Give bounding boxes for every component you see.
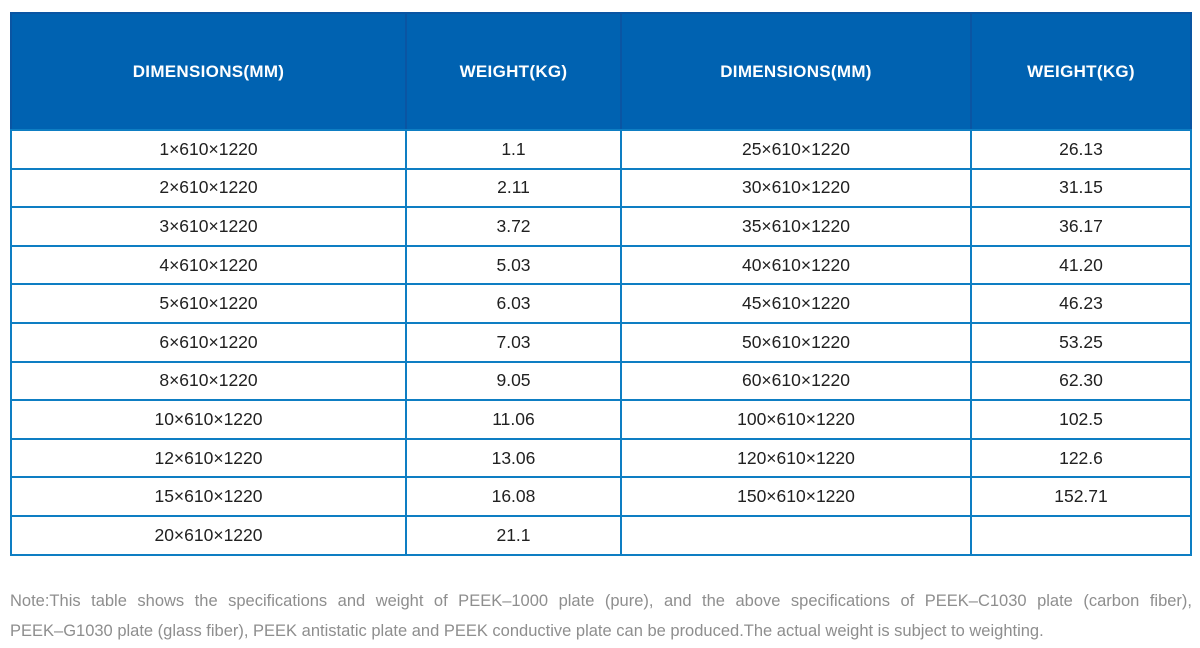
dimensions-cell: 6×610×1220: [10, 321, 407, 363]
weight-cell: 122.6: [970, 437, 1192, 479]
dimensions-cell: 150×610×1220: [620, 476, 972, 517]
weight-cell: [970, 514, 1192, 556]
dimensions-cell: 100×610×1220: [620, 399, 972, 440]
table-row: 1×610×1220 1.1 25×610×1220 26.13: [10, 129, 1192, 170]
dimensions-cell: 120×610×1220: [620, 437, 972, 479]
table-header: DIMENSIONS(MM) WEIGHT(KG) DIMENSIONS(MM)…: [10, 12, 1192, 131]
dimensions-cell: 10×610×1220: [10, 399, 407, 440]
weight-cell: 26.13: [970, 129, 1192, 170]
weight-cell: 152.71: [970, 476, 1192, 517]
column-header-weight-left: WEIGHT(KG): [405, 12, 622, 131]
dimensions-cell: 5×610×1220: [10, 283, 407, 324]
table-row: 5×610×1220 6.03 45×610×1220 46.23: [10, 283, 1192, 324]
table-row: 2×610×1220 2.11 30×610×1220 31.15: [10, 167, 1192, 209]
table-row: 12×610×1220 13.06 120×610×1220 122.6: [10, 437, 1192, 479]
weight-cell: 13.06: [405, 437, 622, 479]
dimensions-cell: 60×610×1220: [620, 360, 972, 402]
weight-cell: 7.03: [405, 321, 622, 363]
table-row: 3×610×1220 3.72 35×610×1220 36.17: [10, 206, 1192, 247]
dimensions-cell: 25×610×1220: [620, 129, 972, 170]
spec-weight-table: DIMENSIONS(MM) WEIGHT(KG) DIMENSIONS(MM)…: [10, 12, 1192, 556]
weight-cell: 9.05: [405, 360, 622, 402]
weight-cell: 16.08: [405, 476, 622, 517]
weight-cell: 11.06: [405, 399, 622, 440]
weight-cell: 36.17: [970, 206, 1192, 247]
header-row: DIMENSIONS(MM) WEIGHT(KG) DIMENSIONS(MM)…: [10, 12, 1192, 131]
column-header-weight-right: WEIGHT(KG): [970, 12, 1192, 131]
weight-cell: 5.03: [405, 244, 622, 286]
table-body: 1×610×1220 1.1 25×610×1220 26.13 2×610×1220 2…: [10, 129, 1192, 556]
table-note: Note:This table shows the specifications…: [10, 586, 1192, 646]
note-line-1: Note:This table shows the specifications…: [10, 592, 1192, 610]
table-row: 6×610×1220 7.03 50×610×1220 53.25: [10, 321, 1192, 363]
weight-cell: 41.20: [970, 244, 1192, 286]
weight-cell: 62.30: [970, 360, 1192, 402]
dimensions-cell: [620, 514, 972, 556]
weight-cell: 31.15: [970, 167, 1192, 209]
dimensions-cell: 35×610×1220: [620, 206, 972, 247]
note-line-2: PEEK–G1030 plate (glass fiber), PEEK ant…: [10, 622, 1044, 640]
dimensions-cell: 12×610×1220: [10, 437, 407, 479]
table-row: 4×610×1220 5.03 40×610×1220 41.20: [10, 244, 1192, 286]
dimensions-cell: 1×610×1220: [10, 129, 407, 170]
weight-cell: 46.23: [970, 283, 1192, 324]
dimensions-cell: 20×610×1220: [10, 514, 407, 556]
column-header-dimensions-left: DIMENSIONS(MM): [10, 12, 407, 131]
table-row: 8×610×1220 9.05 60×610×1220 62.30: [10, 360, 1192, 402]
table-row: 20×610×1220 21.1: [10, 514, 1192, 556]
dimensions-cell: 40×610×1220: [620, 244, 972, 286]
weight-cell: 2.11: [405, 167, 622, 209]
dimensions-cell: 45×610×1220: [620, 283, 972, 324]
dimensions-cell: 15×610×1220: [10, 476, 407, 517]
dimensions-cell: 4×610×1220: [10, 244, 407, 286]
weight-cell: 53.25: [970, 321, 1192, 363]
weight-cell: 3.72: [405, 206, 622, 247]
dimensions-cell: 2×610×1220: [10, 167, 407, 209]
dimensions-cell: 8×610×1220: [10, 360, 407, 402]
dimensions-cell: 50×610×1220: [620, 321, 972, 363]
weight-cell: 6.03: [405, 283, 622, 324]
dimensions-cell: 30×610×1220: [620, 167, 972, 209]
weight-cell: 102.5: [970, 399, 1192, 440]
table-row: 15×610×1220 16.08 150×610×1220 152.71: [10, 476, 1192, 517]
dimensions-cell: 3×610×1220: [10, 206, 407, 247]
column-header-dimensions-right: DIMENSIONS(MM): [620, 12, 972, 131]
table-row: 10×610×1220 11.06 100×610×1220 102.5: [10, 399, 1192, 440]
weight-cell: 21.1: [405, 514, 622, 556]
weight-cell: 1.1: [405, 129, 622, 170]
